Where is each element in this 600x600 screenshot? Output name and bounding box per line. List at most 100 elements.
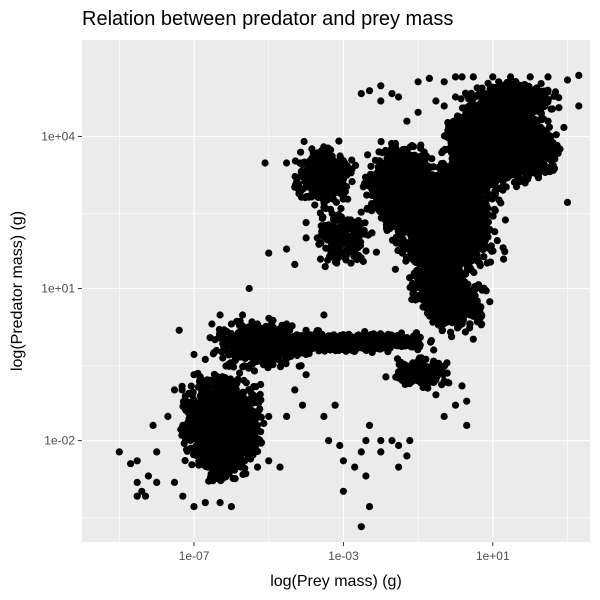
grid-minor <box>82 40 590 542</box>
data-point <box>285 353 293 361</box>
data-point <box>195 444 203 452</box>
data-point <box>229 464 237 472</box>
data-point <box>193 399 201 407</box>
data-point <box>238 461 246 469</box>
data-point <box>414 333 422 341</box>
data-point <box>202 447 210 455</box>
data-point <box>211 408 219 416</box>
data-point <box>204 393 212 402</box>
data-point <box>418 370 426 378</box>
data-point <box>362 336 370 345</box>
data-point <box>261 343 269 351</box>
data-point <box>412 340 420 348</box>
data-point <box>398 334 406 343</box>
data-point <box>295 362 303 370</box>
data-point <box>239 404 247 412</box>
data-point <box>222 453 230 461</box>
data-point <box>189 423 197 431</box>
data-point <box>234 375 242 383</box>
data-point <box>387 155 395 163</box>
data-point <box>182 435 190 443</box>
data-point <box>371 344 379 352</box>
data-point <box>386 344 394 352</box>
data-point <box>235 409 243 417</box>
data-point <box>273 327 281 335</box>
data-point <box>185 415 193 423</box>
data-point <box>183 447 191 455</box>
data-point <box>377 138 385 146</box>
data-point <box>214 395 222 403</box>
data-point <box>363 205 371 213</box>
data-point <box>369 171 378 179</box>
data-point <box>223 446 231 454</box>
data-point <box>219 332 227 340</box>
data-point <box>242 470 250 478</box>
data-point <box>220 425 228 433</box>
data-point <box>252 442 260 450</box>
data-point <box>400 376 408 384</box>
data-point <box>231 397 239 405</box>
data-point <box>369 189 377 198</box>
data-point <box>382 197 390 205</box>
data-point <box>227 359 235 367</box>
data-point <box>388 144 396 152</box>
data-point <box>187 382 195 390</box>
data-point <box>237 335 245 343</box>
data-point <box>178 382 186 390</box>
data-point <box>443 369 451 377</box>
data-point <box>212 426 220 434</box>
data-point <box>256 335 264 343</box>
data-point <box>201 407 209 415</box>
data-point <box>214 376 222 384</box>
data-point <box>329 337 337 345</box>
data-point <box>196 392 204 400</box>
data-point <box>214 451 222 459</box>
data-point <box>198 435 206 443</box>
data-point <box>227 330 235 338</box>
data-point <box>239 326 247 335</box>
data-point <box>255 399 263 407</box>
chart-title: Relation between predator and prey mass <box>82 8 453 30</box>
data-point <box>381 185 389 193</box>
data-point <box>251 350 259 358</box>
data-point <box>211 336 219 344</box>
data-point <box>394 368 403 376</box>
data-point <box>383 334 391 342</box>
data-point <box>211 473 219 481</box>
data-point <box>219 354 227 362</box>
data-point <box>269 316 277 324</box>
data-point <box>364 151 372 159</box>
data-point <box>207 421 215 429</box>
data-point <box>239 346 247 354</box>
data-point <box>419 383 427 391</box>
data-point <box>257 380 265 389</box>
data-point <box>376 205 384 213</box>
data-point <box>262 353 270 362</box>
data-point <box>208 433 216 442</box>
data-point <box>415 355 423 364</box>
data-point <box>236 369 244 377</box>
data-point <box>493 237 501 245</box>
data-point <box>199 385 207 393</box>
data-point <box>229 443 237 451</box>
data-point <box>217 477 225 485</box>
data-point <box>240 432 248 440</box>
data-point <box>408 142 416 150</box>
data-point <box>250 431 259 440</box>
data-point <box>211 464 219 472</box>
data-point <box>231 352 240 360</box>
data-point <box>189 389 197 397</box>
data-point <box>193 414 201 423</box>
data-point <box>230 435 238 443</box>
data-point <box>377 160 385 168</box>
data-point <box>321 347 329 355</box>
data-point <box>227 421 235 429</box>
data-point <box>339 335 347 343</box>
data-point <box>202 462 210 470</box>
data-point <box>239 363 247 371</box>
data-point <box>382 373 390 381</box>
data-point <box>296 342 304 350</box>
data-point <box>181 457 189 465</box>
data-point <box>272 344 280 352</box>
